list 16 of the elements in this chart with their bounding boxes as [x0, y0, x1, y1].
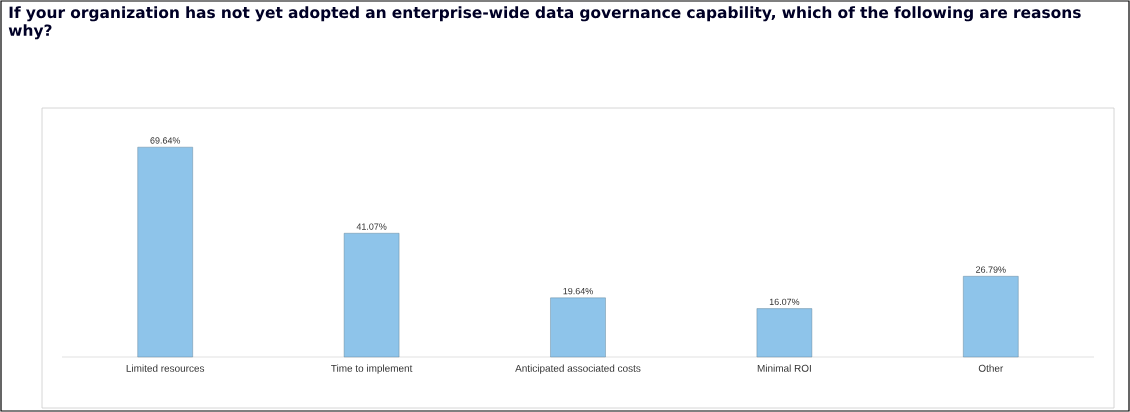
chart-title: If your organization has not yet adopted an enterprise-wide data governance capability, which of the following are reasons why?	[8, 6, 1081, 40]
x-tick-label: Time to implement	[331, 364, 413, 374]
x-tick-label: Anticipated associated costs	[515, 364, 641, 374]
bar	[137, 146, 193, 358]
data-label: 41.07%	[356, 223, 387, 230]
bar	[550, 297, 606, 358]
x-tick-label: Limited resources	[126, 364, 205, 372]
data-label: 69.64%	[150, 137, 181, 144]
x-tick-label: Other	[978, 364, 1004, 372]
data-label: 16.07%	[769, 298, 800, 306]
bar	[756, 308, 813, 358]
bar	[963, 276, 1019, 358]
data-label: 19.64%	[563, 287, 593, 295]
data-label: 26.79%	[976, 266, 1006, 273]
bar	[343, 233, 400, 358]
x-tick-label: Minimal ROI	[757, 364, 811, 372]
